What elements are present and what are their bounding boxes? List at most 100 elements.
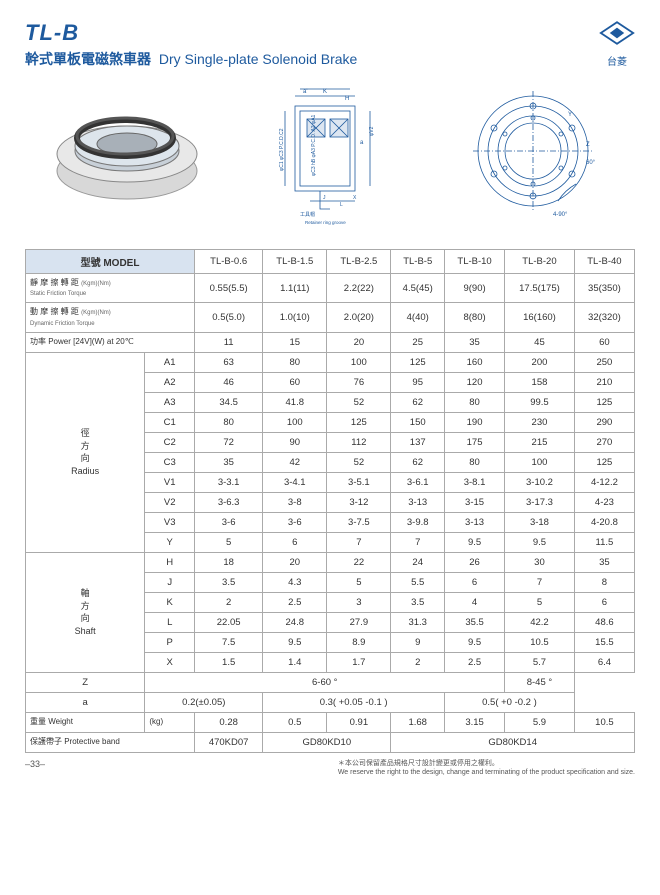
cell: 41.8: [263, 392, 327, 412]
svg-text:工具帽: 工具帽: [300, 211, 315, 218]
cell: 5.9: [505, 712, 575, 732]
cell: 27.9: [327, 612, 391, 632]
cell: 4: [445, 592, 505, 612]
param-key: H: [145, 552, 195, 572]
cell: 215: [505, 432, 575, 452]
cell: 7.5: [195, 632, 263, 652]
cell: 62: [391, 392, 445, 412]
cell: 3-3.1: [195, 472, 263, 492]
cell: 3-9.8: [391, 512, 445, 532]
svg-text:a: a: [360, 140, 364, 146]
shaft-group-label: 軸方向Shaft: [26, 552, 145, 672]
logo-icon: [599, 20, 635, 46]
cell: 5.7: [505, 652, 575, 672]
cell: 125: [327, 412, 391, 432]
param-key: Y: [145, 532, 195, 552]
cell: 20: [263, 552, 327, 572]
cell: 9.5: [445, 632, 505, 652]
cell: 3-8.1: [445, 472, 505, 492]
cell: 5: [327, 572, 391, 592]
subtitle-en: Dry Single-plate Solenoid Brake: [159, 51, 357, 67]
cell: 63: [195, 352, 263, 372]
cell: 2.0(20): [327, 303, 391, 332]
cell: 35: [445, 332, 505, 352]
cell: 5: [195, 532, 263, 552]
cell: 4-20.8: [574, 512, 634, 532]
model-code: TL-B: [25, 20, 357, 46]
cell: 230: [505, 412, 575, 432]
cell: 52: [327, 392, 391, 412]
band-cell: GD80KD10: [263, 732, 391, 752]
cell: 16(160): [505, 303, 575, 332]
param-key: A3: [145, 392, 195, 412]
param-key: C1: [145, 412, 195, 432]
cell: 80: [195, 412, 263, 432]
cell: 8.9: [327, 632, 391, 652]
cell: 160: [445, 352, 505, 372]
param-key: P: [145, 632, 195, 652]
svg-text:Z: Z: [586, 142, 590, 148]
page-header: TL-B 幹式單板電磁煞車器 Dry Single-plate Solenoid…: [25, 20, 635, 69]
cell: 3-6.1: [391, 472, 445, 492]
cell: 7: [327, 532, 391, 552]
model-col: TL-B-0.6: [195, 250, 263, 274]
cell: 3-10.2: [505, 472, 575, 492]
cell: 90: [263, 432, 327, 452]
disclaimer: ＊本公司保留產品規格尺寸設計變更或停用之權利。 We reserve the r…: [338, 759, 635, 777]
cell: 15: [263, 332, 327, 352]
cell: 9(90): [445, 274, 505, 303]
cell: 250: [574, 352, 634, 372]
svg-text:4-90°: 4-90°: [553, 212, 568, 218]
param-key: V3: [145, 512, 195, 532]
diagrams-row: a' K H a φV2 φC1 φC3 P.C.D.C2 φC3 hB φA3…: [25, 81, 635, 231]
param-key: J: [145, 572, 195, 592]
cell: 42: [263, 452, 327, 472]
cell: 3-12: [327, 492, 391, 512]
svg-text:φV2: φV2: [369, 126, 375, 136]
cell: 1.4: [263, 652, 327, 672]
cell: 158: [505, 372, 575, 392]
cell: 3-5.1: [327, 472, 391, 492]
cell: 125: [391, 352, 445, 372]
cell: 35(350): [574, 274, 634, 303]
cell: 290: [574, 412, 634, 432]
cell: 6: [574, 592, 634, 612]
cell: 1.0(10): [263, 303, 327, 332]
cell: 1.68: [391, 712, 445, 732]
z-last: 8-45 °: [505, 672, 575, 692]
radius-group-label: 徑方向Radius: [26, 352, 145, 552]
cell: 3-13: [391, 492, 445, 512]
cell: 4-12.2: [574, 472, 634, 492]
cell: 3-6: [195, 512, 263, 532]
a-label: a: [26, 692, 145, 712]
cell: 0.5(5.0): [195, 303, 263, 332]
svg-text:a': a': [303, 89, 307, 95]
dynamic-torque-label: 動 摩 擦 轉 距 (Kgm)(Nm) Dynamic Friction Tor…: [26, 303, 195, 332]
cell: 3-8: [263, 492, 327, 512]
cell: 100: [327, 352, 391, 372]
static-torque-label: 靜 摩 擦 轉 距 (Kgm)(Nm) Static Friction Torq…: [26, 274, 195, 303]
svg-text:φC3 hB φA3 P.C.D. A2 φA1: φC3 hB φA3 P.C.D. A2 φA1: [311, 114, 317, 176]
cell: 7: [391, 532, 445, 552]
param-key: K: [145, 592, 195, 612]
cell: 3-13: [445, 512, 505, 532]
cell: 11: [195, 332, 263, 352]
page-footer: –33– ＊本公司保留產品規格尺寸設計變更或停用之權利。 We reserve …: [25, 759, 635, 777]
svg-text:J: J: [323, 195, 326, 201]
cell: 35.5: [445, 612, 505, 632]
cell: 7: [505, 572, 575, 592]
cell: 112: [327, 432, 391, 452]
cell: 6: [263, 532, 327, 552]
retainer-label: Retainer ring groove: [305, 220, 346, 225]
cell: 80: [445, 452, 505, 472]
param-key: A2: [145, 372, 195, 392]
cell: 22: [327, 552, 391, 572]
cell: 125: [574, 392, 634, 412]
band-label: 保護帶子 Protective band: [26, 732, 195, 752]
cell: 5: [505, 592, 575, 612]
cell: 9.5: [263, 632, 327, 652]
cell: 1.1(11): [263, 274, 327, 303]
svg-text:φC1 φC3 P.C.D.C2: φC1 φC3 P.C.D.C2: [279, 128, 285, 171]
page-number: –33–: [25, 759, 45, 769]
cell: 46: [195, 372, 263, 392]
